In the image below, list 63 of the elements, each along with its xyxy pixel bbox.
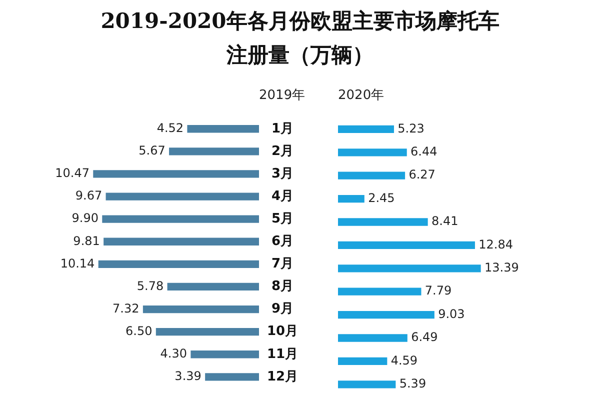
data-label: 13.39 xyxy=(484,260,519,275)
data-label: 5.23 xyxy=(398,121,424,136)
bar xyxy=(187,125,259,133)
bar xyxy=(338,241,475,250)
data-label: 7.79 xyxy=(424,284,452,298)
y-tick-label: 11月 xyxy=(267,346,298,362)
data-label: 9.90 xyxy=(72,211,98,226)
y-tick-label: 7月 xyxy=(272,256,294,272)
data-label: 5.39 xyxy=(399,376,426,391)
bar xyxy=(338,172,406,180)
data-label: 10.47 xyxy=(55,166,90,180)
bar xyxy=(338,264,481,272)
bar xyxy=(338,125,394,134)
data-label: 6.50 xyxy=(126,324,152,338)
data-label: 9.67 xyxy=(75,188,102,203)
bar xyxy=(167,282,259,291)
bar xyxy=(98,260,259,268)
bar xyxy=(338,194,364,203)
bar xyxy=(106,192,259,200)
y-tick-label: 12月 xyxy=(267,369,298,384)
data-label: 3.39 xyxy=(174,369,202,384)
data-label: 5.67 xyxy=(138,144,166,158)
data-label: 6.27 xyxy=(408,168,436,182)
y-tick-label: 4月 xyxy=(272,188,294,204)
bar xyxy=(190,350,259,358)
y-tick-label: 5月 xyxy=(272,211,294,226)
bar xyxy=(338,310,434,319)
bar xyxy=(169,148,259,156)
y-tick-label: 1月 xyxy=(272,121,294,136)
bar xyxy=(338,380,396,388)
data-label: 9.03 xyxy=(438,306,465,321)
x-axis-title: 2019年 xyxy=(259,88,306,104)
y-tick-label: 9月 xyxy=(272,302,294,317)
data-label: 8.41 xyxy=(432,214,458,228)
data-label: 7.32 xyxy=(112,301,140,316)
bar xyxy=(104,238,259,246)
bar xyxy=(156,328,259,336)
data-label: 4.52 xyxy=(156,121,184,135)
data-label: 5.78 xyxy=(136,278,164,293)
y-tick-label: 8月 xyxy=(272,279,294,294)
bar xyxy=(338,218,428,226)
bar xyxy=(338,334,408,342)
y-tick-label: 6月 xyxy=(272,234,294,249)
data-label: 6.44 xyxy=(410,144,438,159)
data-label: 4.30 xyxy=(160,346,188,360)
data-label: 9.81 xyxy=(73,234,100,248)
bar xyxy=(338,288,422,296)
bar xyxy=(338,148,407,156)
data-label: 4.59 xyxy=(390,353,418,368)
bar xyxy=(93,170,259,178)
x-axis-title: 2020年 xyxy=(338,88,384,104)
bar xyxy=(142,305,259,314)
data-label: 10.14 xyxy=(60,256,95,270)
bar xyxy=(205,373,259,381)
y-tick-label: 2月 xyxy=(272,144,294,159)
chart-title: 2019-2020年各月份欧盟主要市场摩托车注册量（万辆） xyxy=(100,7,500,69)
y-tick-label: 10月 xyxy=(267,324,298,340)
bar xyxy=(102,215,259,223)
data-label: 2.45 xyxy=(368,190,395,205)
bar xyxy=(338,357,388,366)
y-tick-label: 3月 xyxy=(272,166,294,182)
data-label: 6.49 xyxy=(411,330,438,344)
data-label: 12.84 xyxy=(478,237,514,252)
